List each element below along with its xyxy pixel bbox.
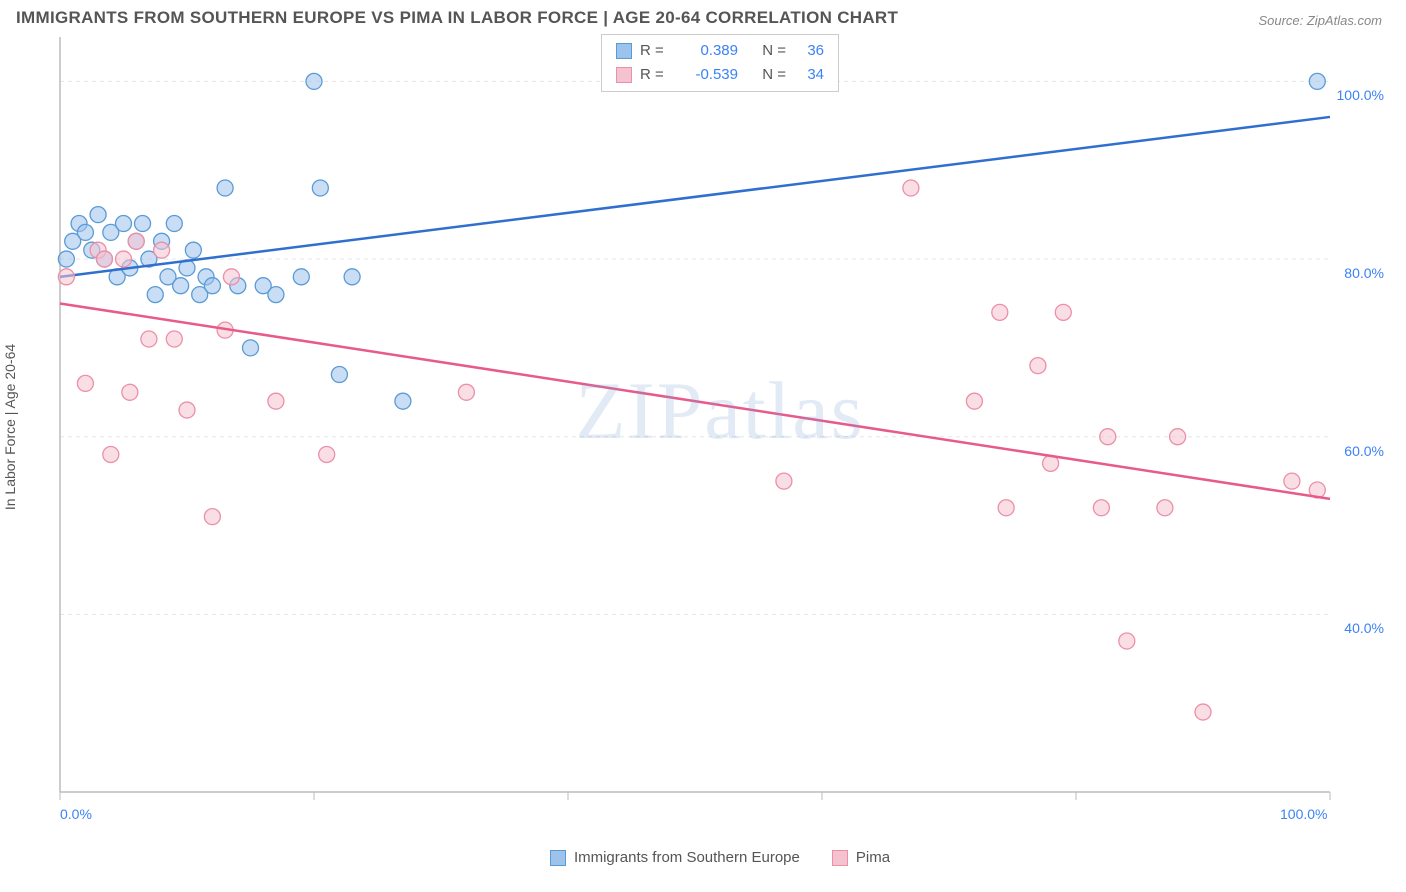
scatter-plot <box>50 32 1390 822</box>
swatch-icon <box>616 43 632 59</box>
y-tick-label: 100.0% <box>1337 87 1384 103</box>
y-tick-label: 40.0% <box>1344 620 1384 636</box>
series-legend: Immigrants from Southern Europe Pima <box>50 849 1390 866</box>
y-tick-label: 60.0% <box>1344 443 1384 459</box>
legend-row-series-1: R = -0.539 N = 34 <box>616 63 824 87</box>
swatch-icon <box>550 850 566 866</box>
n-label: N = <box>746 39 786 63</box>
legend-row-series-0: R = 0.389 N = 36 <box>616 39 824 63</box>
r-value-0: 0.389 <box>678 39 738 63</box>
n-value-0: 36 <box>794 39 824 63</box>
r-value-1: -0.539 <box>678 63 738 87</box>
legend-label-0: Immigrants from Southern Europe <box>574 849 800 866</box>
r-label: R = <box>640 63 670 87</box>
chart-title: IMMIGRANTS FROM SOUTHERN EUROPE VS PIMA … <box>16 8 898 28</box>
legend-label-1: Pima <box>856 849 890 866</box>
legend-item-0: Immigrants from Southern Europe <box>550 849 800 866</box>
y-tick-label: 80.0% <box>1344 265 1384 281</box>
y-axis-label: In Labor Force | Age 20-64 <box>2 344 18 510</box>
swatch-icon <box>832 850 848 866</box>
swatch-icon <box>616 67 632 83</box>
correlation-legend: R = 0.389 N = 36 R = -0.539 N = 34 <box>601 34 839 92</box>
n-label: N = <box>746 63 786 87</box>
chart-container: In Labor Force | Age 20-64 ZIPatlas R = … <box>50 32 1390 822</box>
n-value-1: 34 <box>794 63 824 87</box>
source-attribution: Source: ZipAtlas.com <box>1258 13 1382 28</box>
r-label: R = <box>640 39 670 63</box>
x-tick-label: 100.0% <box>1280 806 1327 822</box>
legend-item-1: Pima <box>832 849 890 866</box>
x-tick-label: 0.0% <box>60 806 92 822</box>
